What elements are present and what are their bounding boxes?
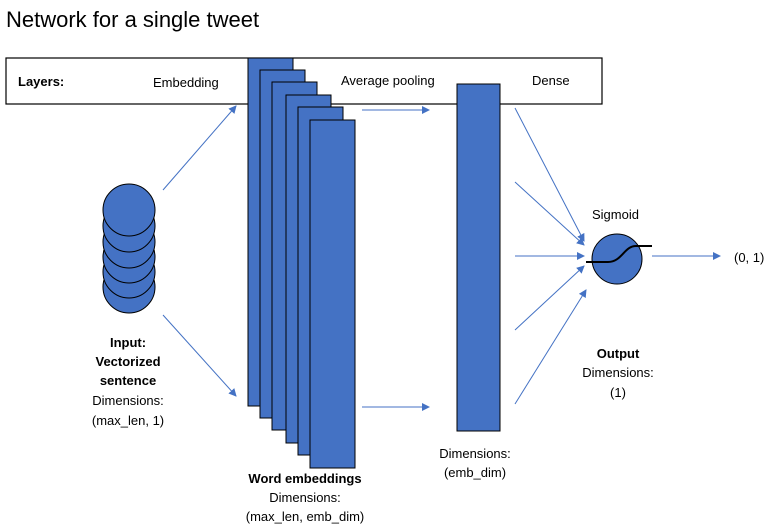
input-heading-line3: sentence	[100, 373, 156, 388]
input-dims-value: (max_len, 1)	[92, 413, 164, 428]
input-description: Input: Vectorized sentence Dimensions: (…	[92, 335, 164, 428]
embeddings-heading: Word embeddings	[248, 471, 361, 486]
layer-dense-label: Dense	[532, 73, 570, 88]
input-heading-line2: Vectorized	[95, 354, 160, 369]
arrow-input-bottom	[162, 314, 237, 397]
input-node-stack	[102, 183, 156, 314]
layers-heading: Layers:	[18, 74, 64, 89]
output-description: Output Dimensions: (1)	[582, 346, 654, 400]
embeddings-dims-label: Dimensions:	[269, 490, 341, 505]
output-dims-label: Dimensions:	[582, 365, 654, 380]
embeddings-description: Word embeddings Dimensions: (max_len, em…	[246, 471, 365, 524]
dense-arrow	[514, 289, 587, 405]
input-dims-label: Dimensions:	[92, 393, 164, 408]
embedding-stack	[247, 57, 356, 469]
diagram-title: Network for a single tweet	[6, 7, 259, 32]
dense-arrows	[514, 107, 587, 405]
pooling-arrows	[362, 106, 430, 411]
layer-embedding-label: Embedding	[153, 75, 219, 90]
output-range-label: (0, 1)	[734, 250, 764, 265]
input-heading: Input:	[110, 335, 146, 350]
output-heading: Output	[597, 346, 640, 361]
dense-arrow	[514, 265, 585, 331]
output-node	[586, 233, 652, 285]
output-dims-value: (1)	[610, 385, 626, 400]
embedding-vector	[309, 119, 356, 469]
pooling-dims-label: Dimensions:	[439, 446, 511, 461]
sigmoid-curve-icon	[586, 245, 652, 263]
input-node	[102, 183, 156, 237]
layer-average-pooling-label: Average pooling	[341, 73, 435, 88]
sigmoid-label: Sigmoid	[592, 207, 639, 222]
pooled-vector	[456, 83, 501, 432]
embeddings-dims-value: (max_len, emb_dim)	[246, 509, 365, 524]
input-arrows	[162, 105, 237, 397]
dense-arrow	[514, 181, 585, 246]
pooling-description: Dimensions: (emb_dim)	[439, 446, 511, 480]
dense-arrow	[514, 107, 585, 242]
pooling-dims-value: (emb_dim)	[444, 465, 506, 480]
arrow-input-top	[162, 105, 237, 191]
